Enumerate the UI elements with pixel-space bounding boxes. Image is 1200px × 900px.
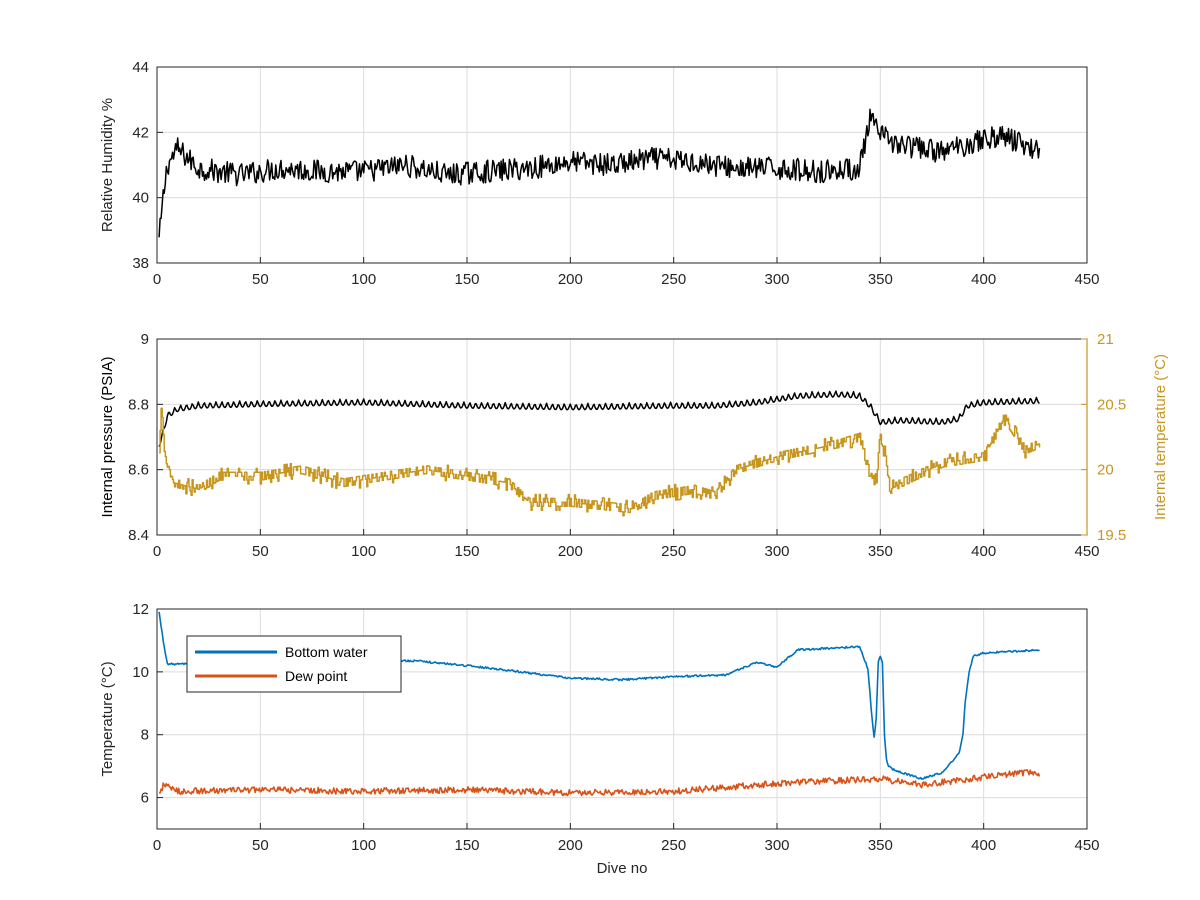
- x-tick-label: 100: [351, 271, 376, 288]
- axes-frame: [156, 608, 1088, 830]
- x-tick-label: 100: [351, 543, 376, 560]
- series-line-1-0: [158, 390, 1040, 448]
- x-tick-label: 250: [661, 543, 686, 560]
- y2-tick-label: 19.5: [1097, 527, 1126, 544]
- x-tick-label: 200: [558, 543, 583, 560]
- y-axis-label: Internal pressure (PSIA): [99, 357, 116, 518]
- x-axis-label: Dive no: [597, 860, 648, 877]
- legend-box: [186, 635, 402, 693]
- y-tick-label: 9: [141, 331, 149, 348]
- x-tick-label: 400: [971, 837, 996, 854]
- pressure-temperature-panel: 0 50 100 150 200 250 300 350 400 450 8.4 8.6 8.8 9 19.…: [99, 331, 1169, 560]
- x-tick-label: 0: [153, 837, 161, 854]
- x-tick-label: 0: [153, 271, 161, 288]
- x-tick-label: 50: [252, 271, 269, 288]
- series-line-0-0: [158, 108, 1041, 238]
- y-tick-label: 8.4: [128, 527, 149, 544]
- x-tick-label: 350: [868, 271, 893, 288]
- x-tick-label: 450: [1074, 271, 1099, 288]
- x-tick-label: 400: [971, 543, 996, 560]
- series-line-2-1: [158, 769, 1041, 797]
- y2-axis-label: Internal temperature (°C): [1152, 354, 1169, 520]
- y-tick-label: 44: [132, 59, 149, 76]
- axes-frame: [156, 66, 1088, 264]
- y-tick-label: 8.6: [128, 462, 149, 479]
- x-tick-label: 50: [252, 837, 269, 854]
- x-tick-label: 0: [153, 543, 161, 560]
- x-tick-label: 200: [558, 271, 583, 288]
- y-tick-label: 12: [132, 601, 149, 618]
- y-tick-label: 8.8: [128, 396, 149, 413]
- y2-tick-label: 20.5: [1097, 396, 1126, 413]
- x-tick-label: 150: [454, 543, 479, 560]
- y-tick-label: 42: [132, 124, 149, 141]
- y-axis-label: Relative Humidity %: [99, 98, 116, 232]
- temperature-panel: 0 50 100 150 200 250 300 350 400 450 6 8 10 12 Tempera…: [99, 601, 1100, 877]
- x-tick-label: 250: [661, 271, 686, 288]
- legend-label: Bottom water: [285, 644, 368, 660]
- axes-frame: [156, 338, 1088, 536]
- legend-label: Dew point: [285, 668, 347, 684]
- x-tick-label: 350: [868, 837, 893, 854]
- y-tick-label: 6: [141, 790, 149, 807]
- x-tick-label: 100: [351, 837, 376, 854]
- x-tick-label: 300: [764, 271, 789, 288]
- y-tick-label: 10: [132, 664, 149, 681]
- x-tick-label: 300: [764, 543, 789, 560]
- humidity-panel: 0 50 100 150 200 250 300 350 400 450 38 40 42 44 Relat…: [99, 59, 1100, 288]
- legend: Bottom water Dew point: [186, 635, 402, 693]
- x-tick-label: 150: [454, 837, 479, 854]
- x-tick-label: 350: [868, 543, 893, 560]
- y-tick-label: 38: [132, 255, 149, 272]
- y2-tick-label: 20: [1097, 462, 1114, 479]
- series-line-1-1: [159, 407, 1041, 517]
- y-tick-label: 40: [132, 190, 149, 207]
- x-tick-label: 150: [454, 271, 479, 288]
- x-tick-label: 450: [1074, 837, 1099, 854]
- x-tick-label: 300: [764, 837, 789, 854]
- x-tick-label: 400: [971, 271, 996, 288]
- x-tick-label: 50: [252, 543, 269, 560]
- y2-tick-label: 21: [1097, 331, 1114, 348]
- x-tick-label: 450: [1074, 543, 1099, 560]
- y-tick-label: 8: [141, 727, 149, 744]
- x-tick-label: 200: [558, 837, 583, 854]
- y-axis-label: Temperature (°C): [99, 661, 116, 776]
- x-tick-label: 250: [661, 837, 686, 854]
